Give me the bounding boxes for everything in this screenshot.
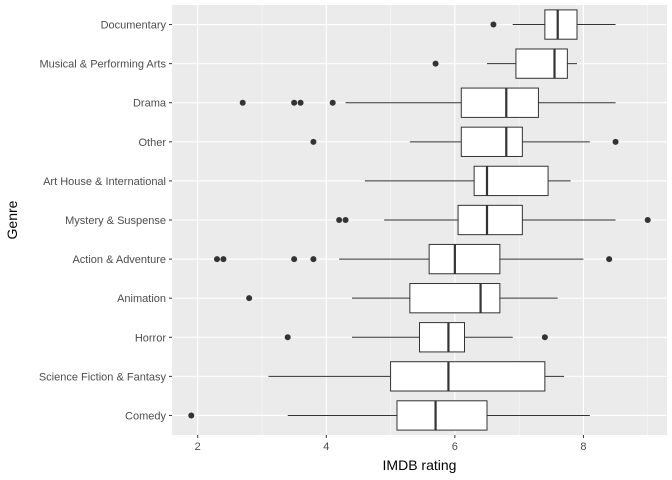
outlier-point bbox=[644, 217, 651, 223]
box-action-adventure bbox=[214, 243, 613, 275]
box-documentary bbox=[490, 9, 616, 40]
x-tick-label: 2 bbox=[195, 441, 201, 453]
y-tick-label: Art House & International bbox=[43, 176, 166, 188]
x-axis-title: IMDB rating bbox=[383, 457, 457, 473]
y-axis-title: Genre bbox=[4, 200, 20, 239]
outlier-point bbox=[329, 99, 336, 106]
y-tick-label: Mystery & Suspense bbox=[65, 215, 166, 227]
box-iqr bbox=[390, 361, 546, 392]
y-tick-label: Comedy bbox=[125, 410, 166, 422]
outlier-point bbox=[342, 217, 349, 223]
x-tick-label: 6 bbox=[452, 441, 458, 453]
box-horror bbox=[284, 322, 548, 353]
box-animation bbox=[246, 283, 558, 314]
box-musical-performing-arts bbox=[432, 48, 577, 79]
box-iqr bbox=[409, 283, 501, 314]
y-tick-label: Other bbox=[138, 137, 166, 149]
box-iqr bbox=[428, 243, 501, 275]
box-science-fiction-fantasy bbox=[268, 361, 565, 392]
y-tick-label: Drama bbox=[133, 98, 167, 110]
outlier-point bbox=[336, 217, 343, 223]
box-iqr bbox=[419, 322, 465, 353]
outlier-point bbox=[220, 256, 227, 263]
box-iqr bbox=[515, 48, 568, 79]
outlier-point bbox=[291, 256, 298, 263]
outlier-point bbox=[606, 256, 613, 263]
x-tick-label: 8 bbox=[580, 441, 586, 453]
outlier-point bbox=[291, 99, 298, 106]
axes: Documentary Musical & Performing Arts Dram… bbox=[39, 20, 587, 453]
outlier-point bbox=[188, 412, 195, 419]
outlier-point bbox=[214, 256, 220, 263]
y-tick-label: Science Fiction & Fantasy bbox=[39, 371, 167, 383]
box-art-house-international bbox=[364, 165, 571, 197]
y-tick-label: Documentary bbox=[101, 20, 167, 32]
outlier-point bbox=[246, 295, 253, 302]
outlier-point bbox=[612, 138, 619, 145]
box-iqr bbox=[457, 204, 523, 236]
box-mystery-suspense bbox=[336, 204, 651, 236]
outlier-point bbox=[284, 334, 291, 341]
box-drama bbox=[239, 87, 616, 118]
box-layer bbox=[188, 9, 651, 431]
box-iqr bbox=[473, 165, 549, 197]
outlier-point bbox=[310, 256, 317, 263]
box-iqr bbox=[460, 87, 539, 118]
outlier-point bbox=[310, 138, 317, 145]
box-iqr bbox=[544, 9, 578, 40]
y-tick-label: Horror bbox=[135, 332, 167, 344]
outlier-point bbox=[239, 99, 246, 106]
outlier-point bbox=[432, 60, 439, 67]
y-tick-label: Animation bbox=[117, 293, 166, 305]
outlier-point bbox=[490, 21, 497, 28]
x-tick-label: 4 bbox=[323, 441, 329, 453]
y-tick-label: Action & Adventure bbox=[72, 254, 166, 266]
box-iqr bbox=[460, 126, 523, 157]
y-tick-label: Musical & Performing Arts bbox=[39, 59, 166, 71]
box-comedy bbox=[188, 400, 590, 431]
outlier-point bbox=[541, 334, 548, 341]
box-iqr bbox=[396, 400, 488, 431]
box-other bbox=[310, 126, 619, 157]
outlier-point bbox=[297, 99, 304, 106]
